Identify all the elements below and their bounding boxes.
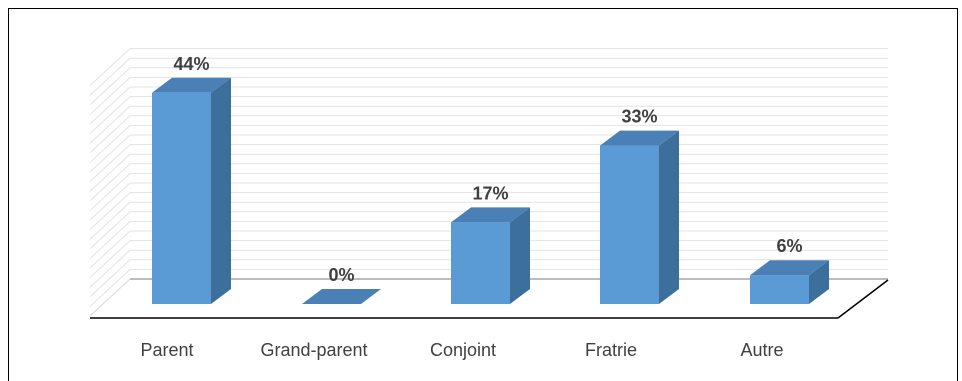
- side-wall-gridline: [89, 105, 131, 144]
- bar-autre: [750, 260, 829, 304]
- category-label: Grand-parent: [260, 340, 367, 360]
- side-wall-gridline: [89, 201, 131, 240]
- chart-bars: [152, 77, 829, 304]
- bar-front: [152, 92, 211, 304]
- side-wall-base: [89, 278, 131, 317]
- bar-front: [600, 145, 659, 304]
- floor-right-edge: [837, 279, 889, 319]
- chart-data-labels: 44% 0% 17% 33% 6%: [173, 54, 802, 285]
- side-wall-gridline: [89, 163, 131, 202]
- bar-side: [809, 260, 829, 304]
- side-wall-gridline: [89, 134, 131, 173]
- bar-side: [510, 207, 530, 304]
- bar-top: [600, 130, 679, 146]
- bar-fratrie: [600, 130, 679, 304]
- side-wall-gridline: [89, 221, 131, 259]
- side-wall-gridline: [89, 182, 131, 221]
- side-wall-gridline: [89, 153, 131, 192]
- data-label: 33%: [621, 107, 657, 127]
- side-wall-gridline: [89, 259, 131, 298]
- side-wall-gridline: [89, 211, 131, 250]
- chart-floor: [90, 279, 889, 319]
- data-label: 17%: [472, 183, 508, 203]
- side-wall-gridline: [89, 144, 131, 182]
- bar-top: [451, 207, 530, 223]
- side-wall-gridline: [89, 192, 131, 230]
- side-wall-gridline: [89, 67, 131, 106]
- data-label: 44%: [173, 54, 209, 74]
- bar-top: [302, 289, 381, 304]
- side-wall-gridline: [89, 115, 131, 154]
- bar-grand-parent: [302, 289, 381, 304]
- bar-side: [659, 130, 679, 304]
- bar-front: [451, 222, 510, 304]
- side-wall-gridline: [89, 77, 131, 115]
- side-wall-gridline: [89, 86, 131, 125]
- side-wall-gridline: [89, 240, 131, 278]
- bar-parent: [152, 77, 231, 304]
- category-label: Conjoint: [430, 340, 496, 360]
- side-wall-gridline: [89, 48, 131, 86]
- category-label: Fratrie: [585, 340, 637, 360]
- side-wall-gridline: [89, 173, 131, 211]
- bar-top: [152, 77, 231, 93]
- side-wall-gridline: [89, 249, 131, 288]
- side-wall-gridline: [89, 230, 131, 269]
- category-label: Parent: [140, 340, 193, 360]
- side-wall-gridline: [89, 96, 131, 134]
- bar-side: [211, 77, 231, 304]
- data-label: 0%: [328, 265, 354, 285]
- bar-conjoint: [451, 207, 530, 304]
- side-wall-gridline: [89, 269, 131, 307]
- data-label: 6%: [776, 236, 802, 256]
- side-wall-gridline: [89, 57, 131, 96]
- bar-front: [750, 275, 809, 304]
- side-wall-gridline: [89, 125, 131, 163]
- bar-top: [750, 260, 829, 276]
- category-label: Autre: [740, 340, 783, 360]
- chart-category-labels: Parent Grand-parent Conjoint Fratrie Autre: [140, 340, 783, 360]
